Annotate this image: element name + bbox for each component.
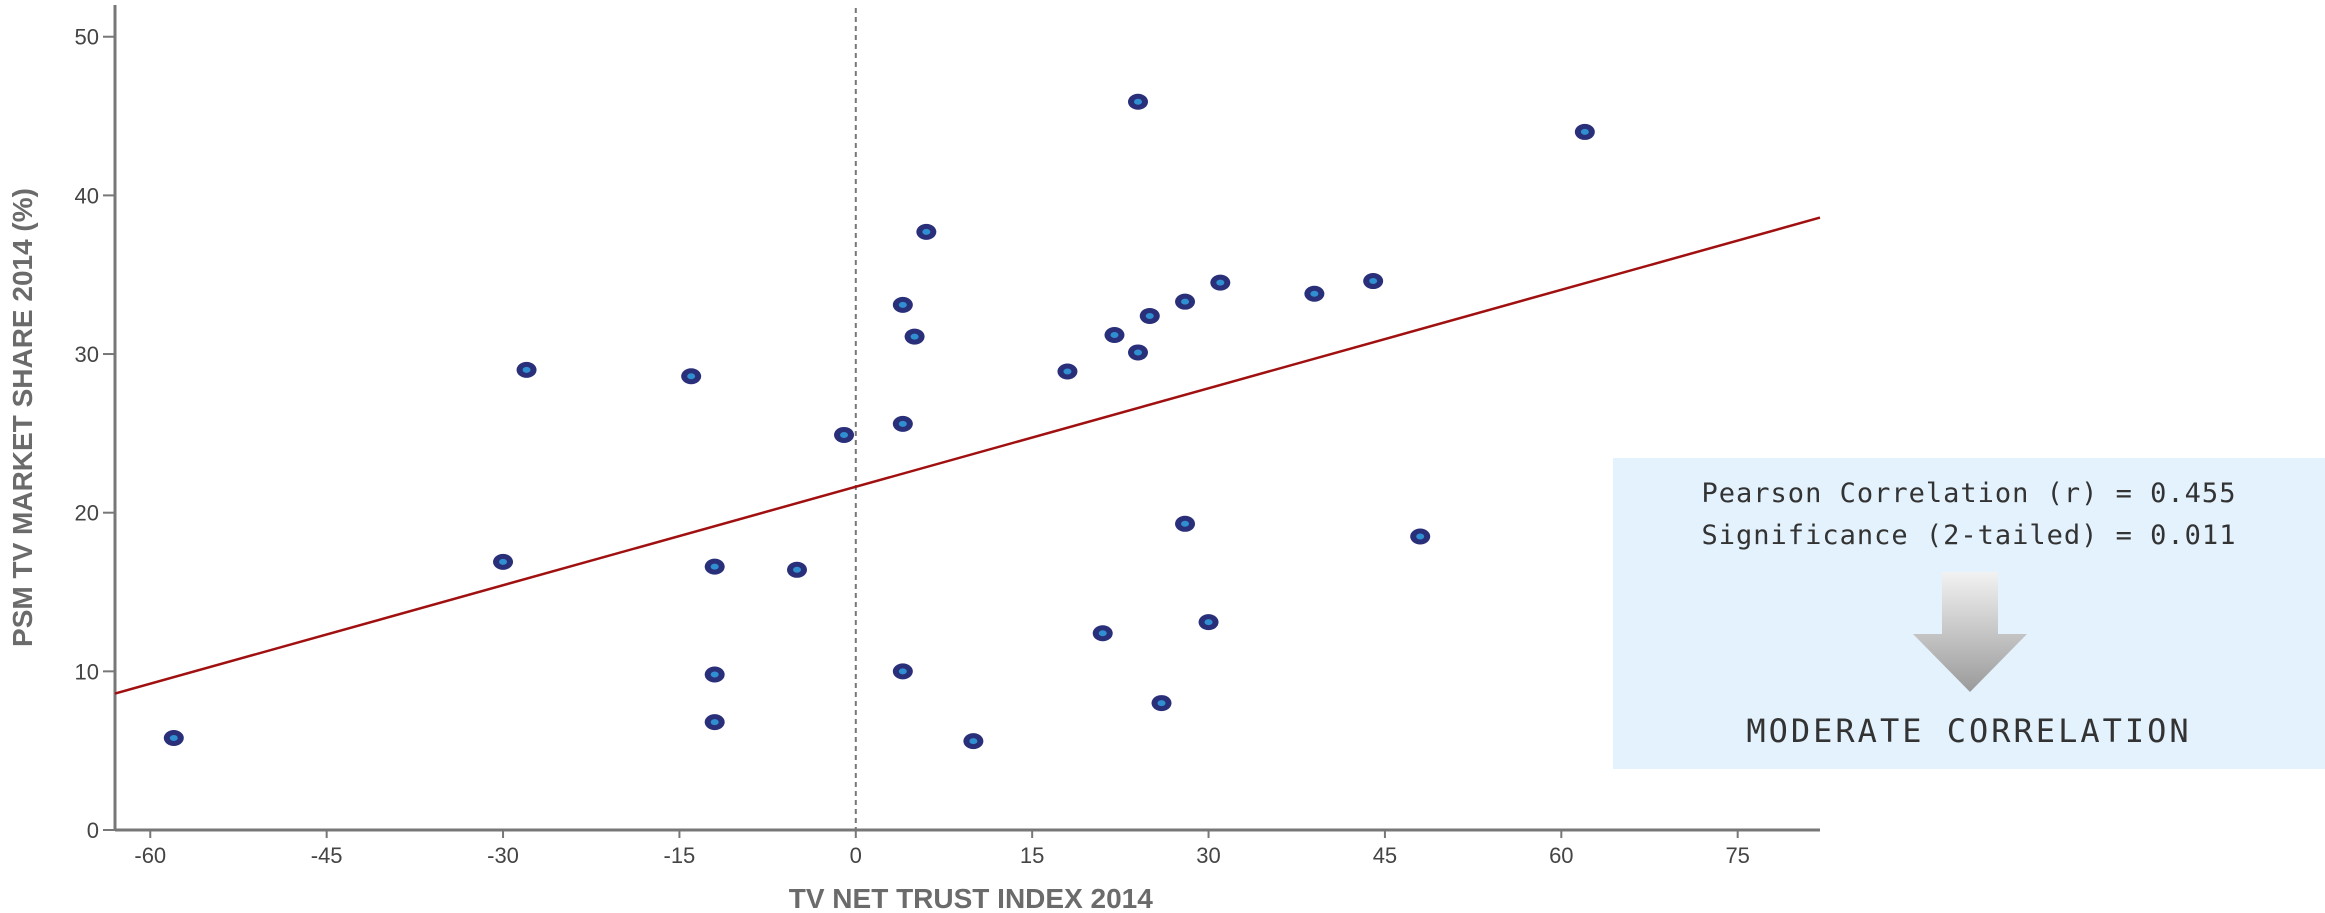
down-arrow-icon — [1913, 572, 2027, 692]
x-tick-label: -45 — [311, 843, 343, 868]
point-center — [1204, 619, 1213, 626]
y-tick-label: 20 — [75, 501, 99, 526]
x-tick-label: -60 — [134, 843, 166, 868]
y-tick-label: 40 — [75, 183, 99, 208]
data-points — [163, 93, 1595, 750]
x-tick-label: 75 — [1725, 843, 1749, 868]
data-point — [1128, 93, 1148, 110]
data-point — [1104, 327, 1125, 343]
point-center — [1580, 128, 1589, 135]
x-tick-label: -30 — [487, 843, 519, 868]
point-center — [898, 668, 907, 675]
x-tick-label: 15 — [1020, 843, 1044, 868]
x-tick-label: 30 — [1196, 843, 1220, 868]
point-center — [1216, 279, 1225, 286]
point-center — [1063, 368, 1072, 375]
data-point — [493, 553, 514, 570]
data-point — [1198, 614, 1219, 631]
point-center — [499, 558, 508, 565]
data-point — [1210, 274, 1231, 291]
point-center — [687, 373, 696, 380]
data-point — [904, 328, 925, 345]
data-point — [1304, 285, 1325, 302]
data-point — [704, 714, 725, 731]
point-center — [1181, 520, 1190, 527]
point-center — [710, 719, 719, 726]
data-point — [1175, 515, 1196, 532]
data-point — [1151, 695, 1172, 712]
x-tick-label: 45 — [1373, 843, 1397, 868]
data-point — [1057, 363, 1078, 380]
data-point — [704, 666, 725, 683]
data-point — [1139, 307, 1160, 324]
data-point — [1092, 625, 1113, 642]
y-tick-label: 10 — [75, 659, 99, 684]
x-axis-title: TV NET TRUST INDEX 2014 — [789, 883, 1154, 913]
data-point — [681, 368, 702, 385]
point-center — [710, 671, 719, 678]
point-center — [710, 563, 719, 570]
point-center — [1181, 298, 1190, 305]
point-center — [1145, 312, 1154, 319]
point-center — [793, 566, 801, 573]
data-point — [163, 729, 184, 746]
point-center — [910, 333, 919, 340]
data-point — [1574, 123, 1595, 140]
axes — [103, 5, 1820, 838]
point-center — [969, 738, 978, 745]
trendline-layer — [114, 216, 1821, 695]
data-point — [963, 733, 984, 750]
x-tick-label: 60 — [1549, 843, 1573, 868]
trendline — [114, 216, 1821, 695]
point-center — [1134, 98, 1142, 105]
data-point — [1410, 528, 1431, 545]
point-center — [1369, 278, 1378, 285]
data-point — [892, 415, 913, 432]
point-center — [898, 420, 907, 427]
point-center — [1110, 332, 1119, 338]
point-center — [1134, 349, 1142, 356]
x-tick-label: -15 — [664, 843, 696, 868]
point-center — [522, 366, 531, 373]
data-point — [787, 561, 807, 578]
data-point — [704, 558, 725, 575]
point-center — [1416, 533, 1425, 540]
data-point — [892, 296, 913, 313]
data-point — [916, 223, 937, 240]
point-center — [840, 431, 849, 438]
conclusion-text: MODERATE CORRELATION — [1746, 712, 2192, 750]
y-tick-label: 50 — [75, 25, 99, 50]
point-center — [1157, 700, 1166, 707]
y-tick-label: 30 — [75, 342, 99, 367]
tick-labels: -60 -45 -30 -15 0 15 30 45 60 75 0 10 20 30 40 50 — [75, 25, 1750, 868]
data-point — [892, 663, 913, 680]
point-center — [922, 228, 931, 235]
data-point — [1363, 273, 1384, 290]
point-center — [898, 301, 907, 308]
data-point — [1175, 293, 1196, 310]
x-tick-label: 0 — [850, 843, 862, 868]
correlation-stats-panel: Pearson Correlation (r) = 0.455 Signific… — [1613, 458, 2325, 769]
point-center — [1098, 630, 1107, 637]
pearson-correlation-text: Pearson Correlation (r) = 0.455 — [1701, 478, 2237, 509]
data-point — [1128, 344, 1148, 361]
point-center — [1310, 290, 1319, 297]
data-point — [516, 361, 537, 378]
significance-text: Significance (2-tailed) = 0.011 — [1701, 520, 2237, 551]
y-tick-label: 0 — [87, 818, 99, 843]
point-center — [169, 734, 178, 741]
y-axis-title: PSM TV MARKET SHARE 2014 (%) — [7, 188, 38, 647]
data-point — [834, 426, 855, 443]
